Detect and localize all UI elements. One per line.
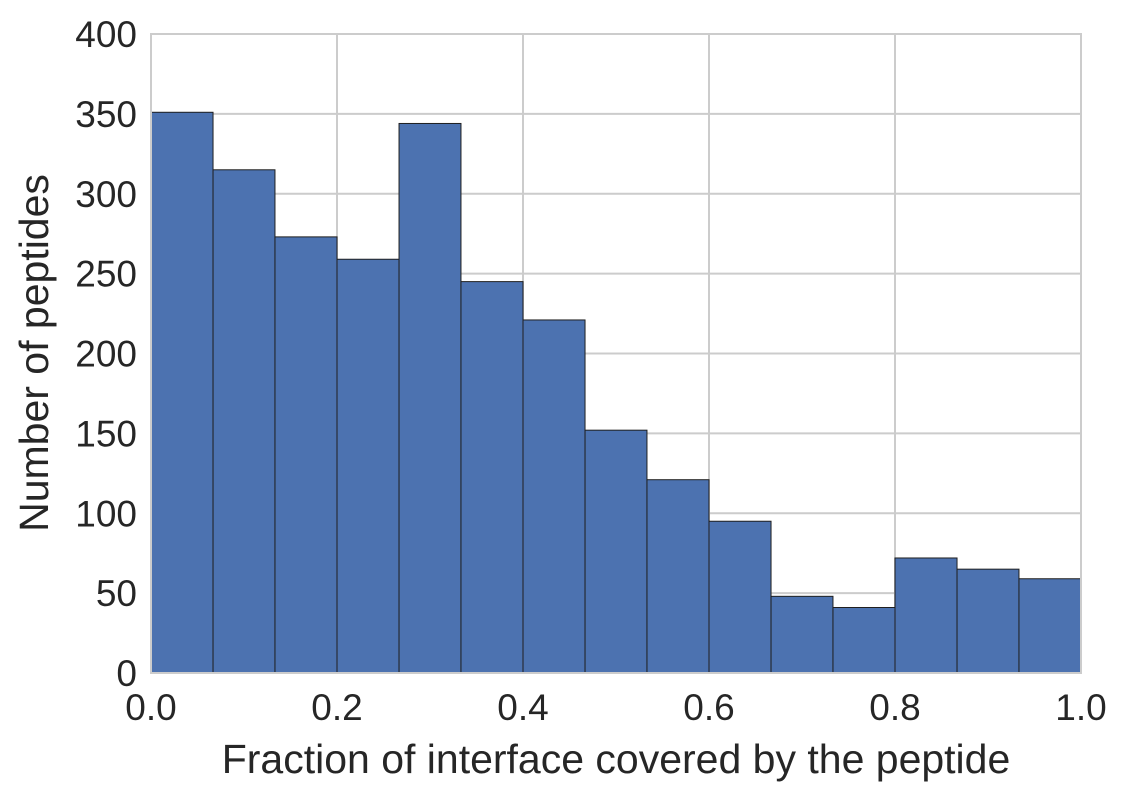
- histogram-bars: [150, 111, 1082, 674]
- y-tick-label: 150: [75, 413, 137, 454]
- histogram-bar: [274, 236, 338, 674]
- y-tick-label: 300: [75, 174, 137, 215]
- y-axis-label: Number of peptides: [11, 174, 57, 532]
- x-tick-label: 0.6: [683, 687, 734, 728]
- histogram-bar: [770, 595, 834, 674]
- x-tick-label: 0.0: [125, 687, 176, 728]
- histogram-bar: [708, 520, 772, 674]
- histogram-bar: [832, 607, 896, 674]
- histogram-bar: [1018, 578, 1082, 674]
- histogram-bar: [584, 429, 648, 674]
- x-axis-ticks: 0.0 0.2 0.4 0.6 0.8 1.0: [125, 687, 1106, 728]
- histogram-bar: [956, 568, 1020, 674]
- y-tick-label: 0: [116, 653, 137, 694]
- histogram-bar: [398, 122, 462, 674]
- x-tick-label: 0.8: [869, 687, 920, 728]
- plot-frame: [150, 33, 1082, 674]
- histogram-bar: [460, 281, 524, 674]
- histogram-bar: [336, 258, 400, 674]
- y-tick-label: 400: [75, 14, 137, 55]
- histogram-bar: [522, 319, 586, 674]
- y-tick-label: 200: [75, 334, 137, 375]
- y-axis-ticks: 0 50 100 150 200 250 300 350 400: [75, 14, 137, 694]
- y-tick-label: 250: [75, 254, 137, 295]
- histogram-bar: [150, 111, 214, 674]
- x-tick-label: 1.0: [1055, 687, 1106, 728]
- histogram-bar: [646, 479, 710, 674]
- histogram-bar: [212, 169, 276, 674]
- y-tick-label: 50: [96, 573, 137, 614]
- x-axis-label: Fraction of interface covered by the pep…: [222, 736, 1011, 782]
- x-tick-label: 0.2: [311, 687, 362, 728]
- histogram-bar: [894, 557, 958, 674]
- y-tick-label: 350: [75, 94, 137, 135]
- y-tick-label: 100: [75, 493, 137, 534]
- x-tick-label: 0.4: [497, 687, 548, 728]
